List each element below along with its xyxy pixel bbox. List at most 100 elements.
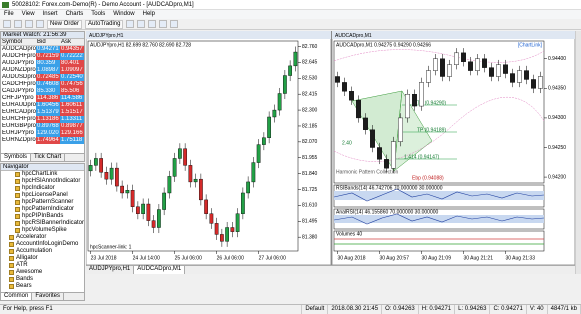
y-tick-label: 81.495 bbox=[302, 219, 318, 225]
navigator-item[interactable]: Alligator bbox=[1, 255, 84, 262]
symbol-cell: CHFJPYpro bbox=[2, 95, 34, 101]
bid-cell: 85.330 bbox=[36, 88, 60, 95]
candle-body bbox=[363, 117, 368, 130]
indicator-pane bbox=[333, 230, 545, 252]
toolbar: New Order AutoTrading bbox=[0, 19, 581, 30]
column-header: Ask bbox=[61, 39, 72, 45]
ask-cell: 0.94357 bbox=[60, 46, 84, 53]
candle-body bbox=[183, 148, 188, 166]
x-tick-label: 24 Jul 14:00 bbox=[133, 255, 160, 261]
band-line bbox=[333, 97, 545, 162]
navigator-item[interactable]: hpcHSIAnnotIndicator bbox=[1, 178, 84, 185]
autotrading-button[interactable]: AutoTrading bbox=[85, 20, 124, 29]
chart-frame bbox=[86, 31, 331, 265]
menu-item[interactable]: Charts bbox=[65, 11, 84, 17]
candle-body bbox=[531, 79, 536, 89]
symbol-row[interactable]: CADCHFpro 0.74608 0.74756 bbox=[1, 81, 84, 88]
candle-body bbox=[156, 209, 161, 228]
window-caption bbox=[332, 31, 575, 39]
ask-cell: 85.506 bbox=[60, 88, 84, 95]
symbol-row[interactable]: EURCADpro 1.51379 1.51517 bbox=[1, 109, 84, 116]
menu-item[interactable]: Help bbox=[142, 11, 155, 17]
market-watch: Market Watch: 21:56:39 Symbol Bid Ask AUDCA… bbox=[0, 31, 85, 162]
navigator-item[interactable]: Bands bbox=[1, 276, 84, 283]
candle-body bbox=[342, 82, 347, 92]
toolbar-icon[interactable] bbox=[25, 20, 33, 28]
menu-bar: File View Insert Charts Tools Window Help bbox=[0, 10, 581, 19]
navigator-item[interactable]: Awesome bbox=[1, 269, 84, 276]
symbol-row[interactable]: EURNZDpro 1.74964 1.75118 bbox=[1, 137, 84, 144]
symbol-row[interactable]: CHFJPYpro 114.386 114.586 bbox=[1, 95, 84, 102]
navigator-item[interactable]: Accelerator bbox=[1, 234, 84, 241]
navigator-item[interactable]: Accumulation bbox=[1, 248, 84, 255]
candle-body bbox=[412, 94, 417, 107]
navigator-item[interactable]: ATR bbox=[1, 262, 84, 269]
navigator-item[interactable]: hpcPatternScanner bbox=[1, 199, 84, 206]
status-field: 4847/1 kb bbox=[548, 305, 581, 314]
symbol-row[interactable]: CADJPYpro 85.330 85.506 bbox=[1, 88, 84, 95]
status-field: Default bbox=[302, 305, 329, 314]
tab[interactable]: Favorites bbox=[32, 293, 65, 300]
toolbar-icon[interactable] bbox=[3, 20, 11, 28]
status-field: H: 0.94271 bbox=[419, 305, 456, 314]
y-tick-label: 82.415 bbox=[302, 92, 318, 98]
toolbar-icon[interactable] bbox=[14, 20, 22, 28]
candle-body bbox=[398, 117, 403, 142]
y-tick-label: 82.185 bbox=[302, 123, 318, 129]
tab[interactable]: Common bbox=[1, 293, 33, 300]
menu-item[interactable]: File bbox=[4, 11, 14, 17]
menu-item[interactable]: Window bbox=[113, 11, 135, 17]
y-tick-label: 82.530 bbox=[302, 76, 318, 82]
navigator-tree: hpcChartLink hpcHSIAnnotIndicator hpcIndic… bbox=[1, 171, 84, 290]
navigator-item[interactable]: hpcChartLink bbox=[1, 171, 84, 178]
symbol-row[interactable]: AUDCADpro 0.94271 0.94357 bbox=[1, 46, 84, 53]
menu-item[interactable]: Tools bbox=[91, 11, 106, 17]
new-order-button[interactable]: New Order bbox=[47, 20, 83, 29]
chart-link[interactable]: [ChartLink] bbox=[518, 42, 543, 48]
candle-body bbox=[251, 162, 256, 183]
toolbar-icon[interactable] bbox=[159, 20, 168, 28]
symbol-row[interactable]: AUDCHFpro 0.72159 0.72222 bbox=[1, 53, 84, 60]
navigator-item[interactable]: hpcPatternIndicator bbox=[1, 206, 84, 213]
navigator-item[interactable]: Bears bbox=[1, 283, 84, 290]
symbol-row[interactable]: AUDNZDpro 1.08987 1.09097 bbox=[1, 67, 84, 74]
symbol-row[interactable]: EURCHFpro 1.13186 1.13311 bbox=[1, 116, 84, 123]
toolbar-icon[interactable] bbox=[36, 20, 44, 28]
chart-tab[interactable]: AUDCADpro,M1 bbox=[134, 266, 186, 274]
status-field: C: 0.94271 bbox=[490, 305, 527, 314]
y-tick-label: 82.070 bbox=[302, 139, 318, 145]
candle-body bbox=[261, 137, 266, 145]
toolbar-icon[interactable] bbox=[137, 20, 146, 28]
scrollbar[interactable] bbox=[575, 31, 581, 274]
navigator-item[interactable]: hpcIndicator bbox=[1, 185, 84, 192]
navigator-item[interactable]: AccountInfoLoginDemo bbox=[1, 241, 84, 248]
item-label: hpcLicensePanel bbox=[22, 192, 68, 198]
candle-body bbox=[230, 227, 235, 232]
navigator-item[interactable]: hpcLicensePanel bbox=[1, 192, 84, 199]
menu-item[interactable]: Insert bbox=[42, 11, 58, 17]
candle-body bbox=[267, 116, 272, 138]
symbol-row[interactable]: AUDJPYpro 80.359 80.401 bbox=[1, 60, 84, 67]
candle-body bbox=[377, 147, 382, 160]
item-label: hpcIndicator bbox=[22, 185, 55, 191]
item-icon bbox=[15, 228, 20, 233]
menu-item[interactable]: View bbox=[21, 11, 35, 17]
navigator-item[interactable]: hpcVolumeSpike bbox=[1, 227, 84, 234]
x-tick-label: 23 Jul 2018 bbox=[91, 255, 117, 261]
tab[interactable]: Tick Chart bbox=[31, 154, 66, 161]
candle-body bbox=[177, 148, 182, 159]
navigator-item[interactable]: hpcPIPInBands bbox=[1, 213, 84, 220]
column-header: Bid bbox=[37, 39, 46, 45]
chart-tab[interactable]: AUDJPYpro,H1 bbox=[86, 266, 135, 274]
symbol-row[interactable]: EURGBPpro 0.89768 0.89877 bbox=[1, 123, 84, 130]
symbol-row[interactable]: EURAUDpro 1.60456 1.60611 bbox=[1, 102, 84, 109]
toolbar-icon[interactable] bbox=[148, 20, 157, 28]
tab[interactable]: Symbols bbox=[1, 154, 32, 161]
navigator-item[interactable]: hpcRSIBannerIndicator bbox=[1, 220, 84, 227]
symbol-row[interactable]: AUDUSDpro 0.72485 0.72540 bbox=[1, 74, 84, 81]
toolbar-icon[interactable] bbox=[170, 20, 179, 28]
symbol-row[interactable]: EURJPYpro 129.020 129.166 bbox=[1, 130, 84, 137]
symbol-cell: EURJPYpro bbox=[2, 130, 34, 136]
toolbar-icon[interactable] bbox=[126, 20, 135, 28]
